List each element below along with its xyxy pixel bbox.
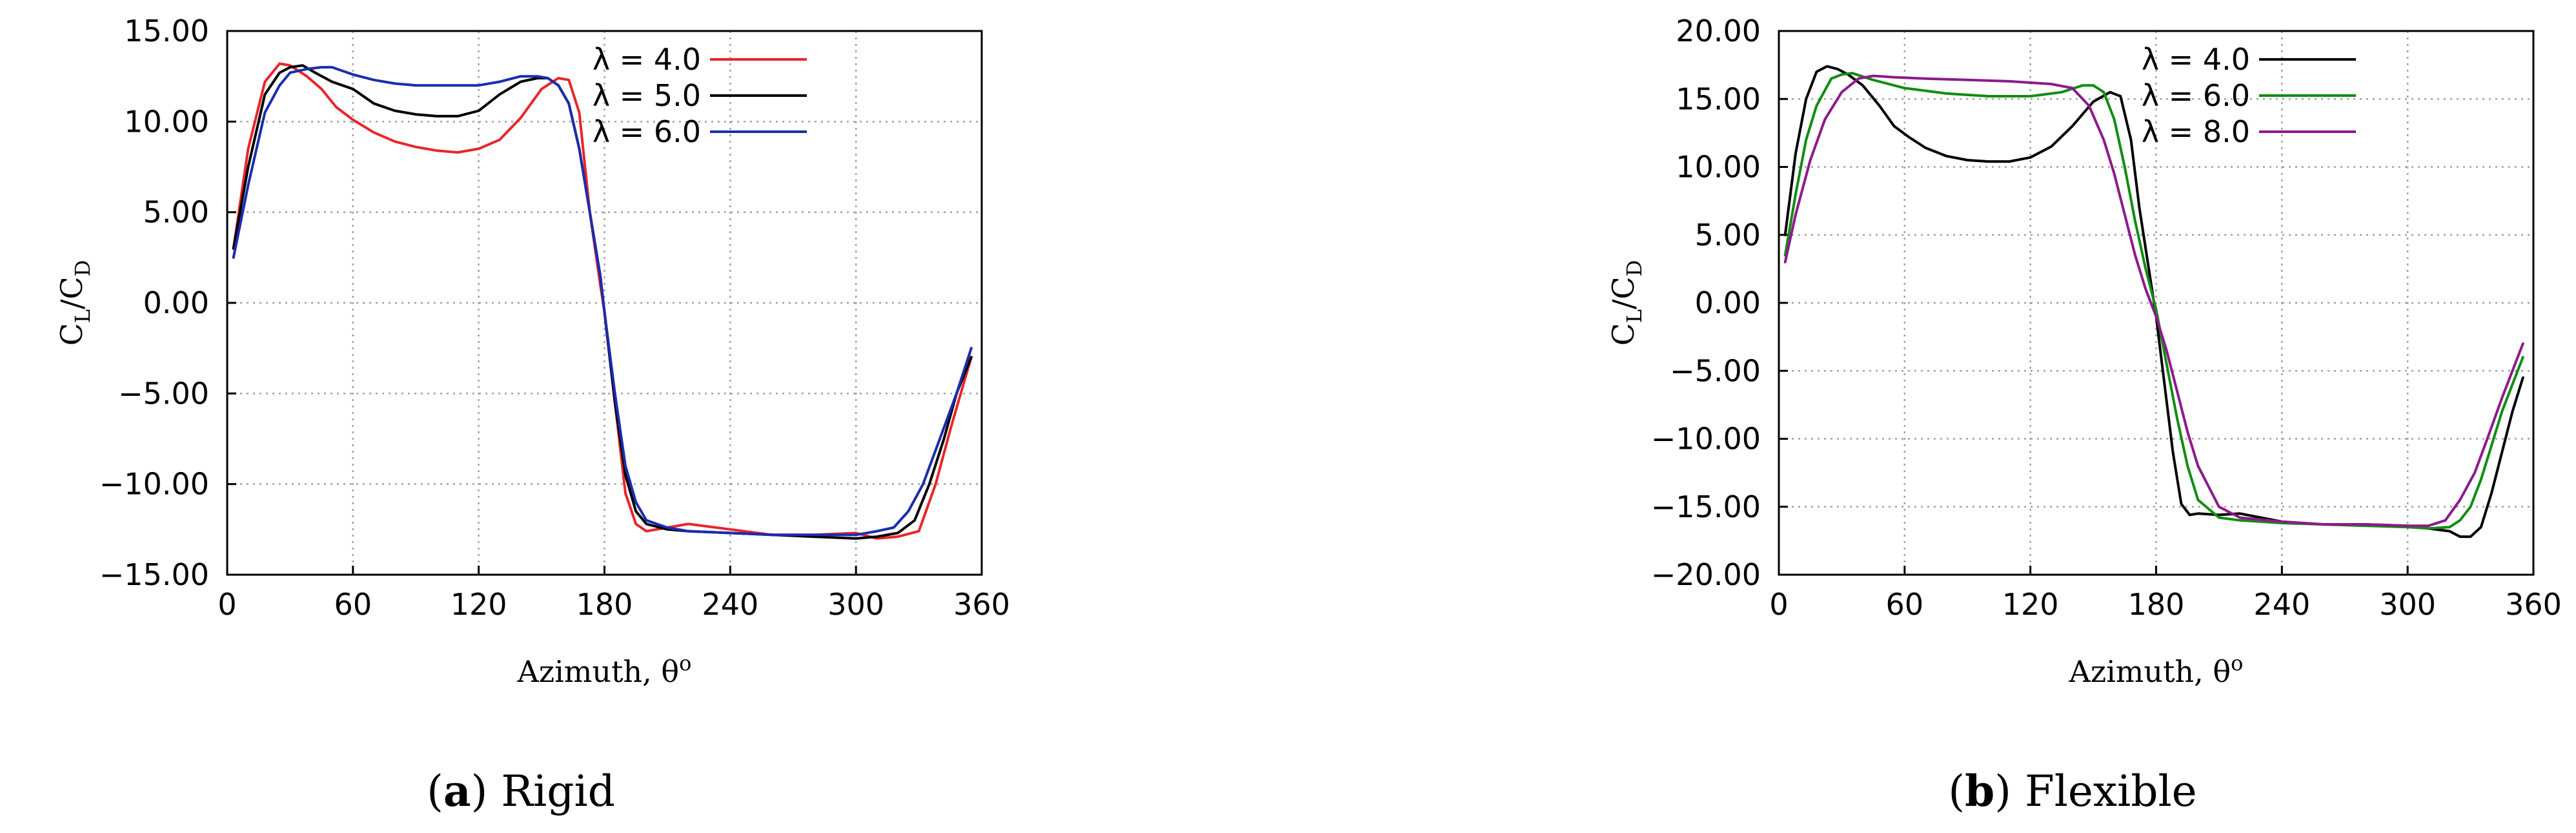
- y-tick-label: 0.00: [143, 285, 209, 320]
- x-axis-label-sup: o: [2231, 651, 2243, 675]
- chart-panel-rigid: 0 60 120 180 240 300 360 −15.00 −10.00 −5.00 0.00…: [54, 14, 1010, 816]
- legend-label: λ = 8.0: [2142, 114, 2250, 149]
- x-tick-label: 240: [702, 587, 758, 622]
- legend-label: λ = 4.0: [2142, 42, 2250, 77]
- chart-panel-flexible: 0 60 120 180 240 300 360 −20.00 −15.00 −10.00 −5.…: [1606, 14, 2562, 816]
- x-axis-label: Azimuth, θo: [2069, 651, 2244, 689]
- caption-close-paren: ): [1994, 766, 2025, 816]
- x-tick-label: 120: [451, 587, 507, 622]
- series-layer: [232, 62, 973, 540]
- x-tick-label: 0: [1769, 587, 1788, 622]
- x-tick-label: 0: [218, 587, 236, 622]
- y-tick-label: 15.00: [124, 14, 209, 48]
- series-line: [232, 66, 973, 537]
- y-axis-label: CL/CD: [54, 260, 95, 346]
- caption: (a) Rigid: [427, 766, 615, 816]
- x-axis-label-sup: o: [679, 651, 691, 675]
- caption-letter: b: [1965, 766, 1994, 816]
- x-axis-label-text: Azimuth, θ: [517, 654, 679, 689]
- x-axis-label-text: Azimuth, θ: [2069, 654, 2231, 689]
- y-tick-labels: −15.00 −10.00 −5.00 0.00 5.00 10.00 15.00: [99, 14, 209, 592]
- legend: λ = 4.0λ = 6.0λ = 8.0: [2142, 42, 2356, 149]
- legend-label: λ = 5.0: [593, 78, 701, 113]
- x-tick-label: 120: [2002, 587, 2059, 622]
- y-tick-label: −15.00: [1651, 489, 1761, 524]
- x-tick-label: 180: [576, 587, 633, 622]
- y-axis-label-main: C: [54, 323, 89, 345]
- series-line: [1783, 65, 2524, 539]
- caption-open-paren: (: [1948, 766, 1965, 816]
- y-tick-label: 0.00: [1695, 285, 1761, 320]
- y-tick-labels: −20.00 −15.00 −10.00 −5.00 0.00 5.00 10.00 15.0…: [1651, 14, 1761, 592]
- x-tick-label: 60: [334, 587, 372, 622]
- series-layer: [1783, 65, 2524, 539]
- y-tick-label: 15.00: [1676, 81, 1761, 116]
- legend-label: λ = 6.0: [2142, 78, 2250, 113]
- x-tick-label: 180: [2128, 587, 2185, 622]
- x-tick-label: 300: [827, 587, 884, 622]
- y-tick-label: −10.00: [99, 467, 209, 502]
- caption-text: Rigid: [501, 766, 614, 816]
- y-tick-label: −5.00: [118, 376, 209, 411]
- y-tick-label: −20.00: [1651, 557, 1761, 592]
- y-tick-label: 5.00: [1695, 218, 1761, 252]
- plot-frame: [1778, 30, 2535, 576]
- x-axis-label: Azimuth, θo: [517, 651, 692, 689]
- y-axis-label-sub2: D: [1622, 260, 1647, 277]
- y-tick-label: −5.00: [1670, 353, 1761, 388]
- legend-label: λ = 6.0: [593, 114, 701, 149]
- y-axis-label-sub1: L: [70, 309, 95, 323]
- y-axis-label-sep: /C: [54, 276, 89, 309]
- y-tick-label: −10.00: [1651, 422, 1761, 457]
- legend-label: λ = 4.0: [593, 42, 701, 77]
- x-tick-label: 300: [2379, 587, 2436, 622]
- x-tick-labels: 0 60 120 180 240 300 360: [1769, 587, 2562, 622]
- legend: λ = 4.0λ = 5.0λ = 6.0: [593, 42, 807, 149]
- x-tick-label: 360: [953, 587, 1010, 622]
- y-axis-label: CL/CD: [1606, 260, 1647, 346]
- y-axis-label-main: C: [1606, 323, 1641, 345]
- y-axis-label-sub1: L: [1622, 309, 1647, 323]
- x-tick-label: 60: [1886, 587, 1924, 622]
- caption-open-paren: (: [427, 766, 443, 816]
- y-tick-label: −15.00: [99, 557, 209, 592]
- y-tick-label: 20.00: [1676, 14, 1761, 48]
- x-tick-labels: 0 60 120 180 240 300 360: [218, 587, 1010, 622]
- caption-text: Flexible: [2025, 766, 2197, 816]
- y-tick-label: 10.00: [1676, 150, 1761, 185]
- caption-close-paren: ): [471, 766, 502, 816]
- caption: (b) Flexible: [1948, 766, 2196, 816]
- y-axis-label-sub2: D: [70, 260, 95, 277]
- plot-frame: [226, 30, 983, 576]
- x-tick-label: 360: [2505, 587, 2562, 622]
- x-tick-label: 240: [2253, 587, 2310, 622]
- caption-letter: a: [443, 766, 471, 816]
- y-tick-label: 10.00: [124, 104, 209, 139]
- y-axis-label-sep: /C: [1606, 276, 1641, 309]
- y-tick-label: 5.00: [143, 195, 209, 230]
- series-line: [1783, 74, 2524, 528]
